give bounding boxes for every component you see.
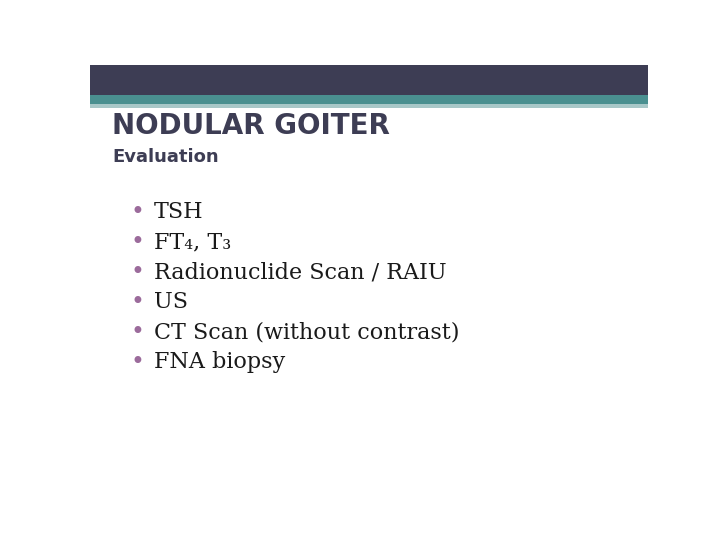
- Text: FT₄, T₃: FT₄, T₃: [154, 231, 231, 253]
- Text: Evaluation: Evaluation: [112, 147, 219, 166]
- Text: •: •: [130, 260, 145, 284]
- Text: •: •: [130, 320, 145, 344]
- Text: •: •: [130, 350, 145, 374]
- Text: FNA biopsy: FNA biopsy: [154, 351, 285, 373]
- Bar: [90, 94, 648, 104]
- Text: TSH: TSH: [154, 201, 204, 224]
- Text: •: •: [130, 290, 145, 314]
- Text: •: •: [130, 231, 145, 254]
- Bar: [90, 104, 648, 108]
- Bar: [90, 65, 648, 94]
- Text: •: •: [130, 200, 145, 225]
- Text: NODULAR GOITER: NODULAR GOITER: [112, 112, 390, 140]
- Text: Radionuclide Scan / RAIU: Radionuclide Scan / RAIU: [154, 261, 447, 284]
- Text: US: US: [154, 291, 188, 313]
- Text: CT Scan (without contrast): CT Scan (without contrast): [154, 321, 459, 343]
